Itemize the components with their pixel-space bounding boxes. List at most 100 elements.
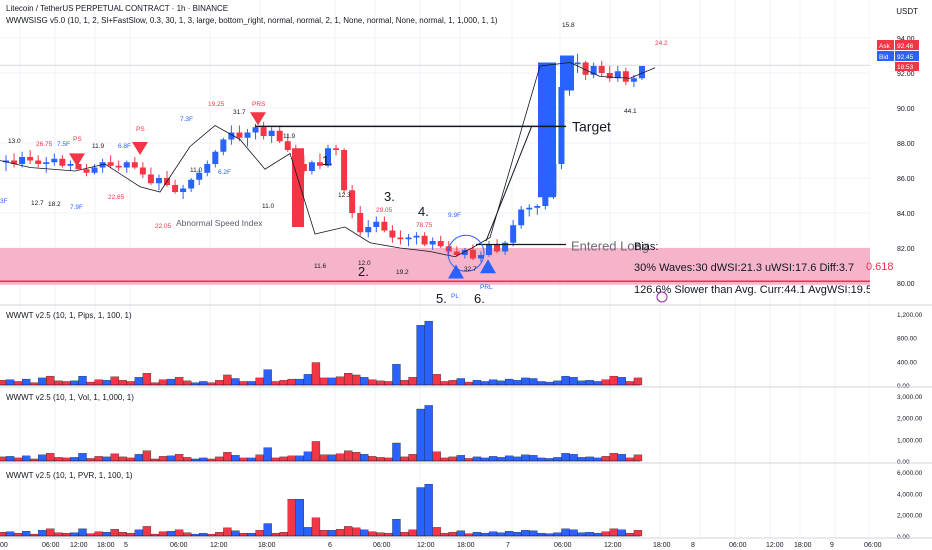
pane-bar [577,380,586,386]
candle-body [11,160,18,164]
candle-body [139,167,146,175]
pane-bar [0,532,7,537]
wave-speed-label: 32.7 [464,266,477,273]
buy-triangle [448,264,464,279]
candle-body [397,237,404,240]
pane-bar [537,381,546,386]
bid-badge [877,51,894,61]
indicator-settings[interactable]: WWWSISG v5.0 (10, 1, 2, Sl+FastSlow, 0.3… [6,16,498,25]
wave-speed-label: 7.9F [70,204,83,211]
pane-bar [255,377,264,386]
chart-title: Litecoin / TetherUS PERPETUAL CONTRACT ·… [6,4,229,13]
pane-bar [343,373,353,386]
pane-bar [223,527,232,537]
breakout-candle-2 [560,55,574,91]
pane-bar [343,450,353,462]
pane-bar [537,532,546,537]
pane-bar [456,378,466,386]
pane-bar [360,529,369,537]
abnormal-speed-label: Abnormal Speed Index [176,218,263,228]
time-tick: 12:00 [604,542,622,549]
currency-label[interactable]: USDT [896,7,918,16]
pane-bar [134,377,144,386]
pane-bar [13,381,23,386]
pane-bar [30,382,39,386]
pane-bar [480,457,490,462]
wave-speed-label: 13.0 [8,138,21,145]
candle-body [598,66,605,73]
pane-bar [553,380,562,386]
wave-speed-label: 12.3 [338,192,351,199]
pane-bar [593,532,602,537]
candle-body [333,148,340,150]
pane-bar [360,454,369,462]
candle-body [131,162,138,168]
price-axis [870,0,932,550]
wave-speed-label: 78.75 [416,222,433,229]
pane-label-pvr[interactable]: WWWT v2.5 (10, 1, PVR, 1, 100, 1) [6,471,133,480]
candle-body [83,169,90,173]
candle-body [413,235,420,238]
ask-price: 92.46 [897,43,914,50]
pane-bar [352,527,361,537]
pane-bar [432,527,441,537]
pane-bar [416,325,425,386]
pane-label-vol[interactable]: WWWT v2.5 (10, 1, Vol, 1, 1,000, 1) [6,393,134,402]
pane-bar [78,453,87,462]
candle-body [389,230,396,238]
pane-bar [545,458,554,462]
countdown-badge [895,62,919,71]
pane-bar [199,532,208,537]
pane-bar [279,456,288,462]
pane-bar [199,457,208,462]
pane-bar [585,380,594,386]
wave-speed-label: 11.6 [314,263,327,270]
candle-body [188,179,195,189]
pane-bar [54,457,63,462]
candle-body [461,249,468,255]
pane-bar [21,455,31,462]
pane-bar [464,381,474,386]
support-zone [0,248,870,285]
time-tick: 06:00 [42,542,60,549]
candle-body [477,255,484,259]
pane-bar [335,529,345,537]
time-tick: 12:00 [210,542,228,549]
candle-body [51,158,58,163]
pane-bar [215,456,224,462]
pane-bar [62,457,71,462]
pane-bar [319,530,329,537]
pane-bar [529,455,538,462]
pane-bar [279,380,288,386]
pane-bar [295,378,305,386]
time-tick: 18:00 [97,542,115,549]
time-tick: 7 [506,542,510,549]
candle-body [228,132,235,140]
wave-speed-label: PRL [480,284,493,291]
target-label: Target [572,119,611,135]
sell-triangle [69,153,85,167]
pane-bar [464,458,474,462]
pane-tick: 800.00 [897,336,917,343]
wave-speed-label: 6.8F [118,143,131,150]
pane-bar [569,529,578,537]
time-tick: 6 [328,542,332,549]
pane-bar [102,380,111,386]
pane-bar [70,457,79,462]
candle-body [486,244,492,255]
pane-label-pips[interactable]: WWWT v2.5 (10, 1, Pips, 1, 100, 1) [6,311,132,320]
pane-bar [343,526,353,537]
time-tick: 12:00 [70,542,88,549]
pane-bar [215,532,224,537]
pane-bar [142,373,152,386]
pane-bar [432,374,441,386]
pane-bar [166,531,176,537]
pane-bar [46,528,55,537]
pane-bar [577,532,586,537]
wave-speed-label: 7.5F [57,141,70,148]
pane-bar [158,379,168,386]
pane-bar [0,456,7,462]
candle-body [252,127,259,133]
wave-number: 2. [358,264,369,279]
